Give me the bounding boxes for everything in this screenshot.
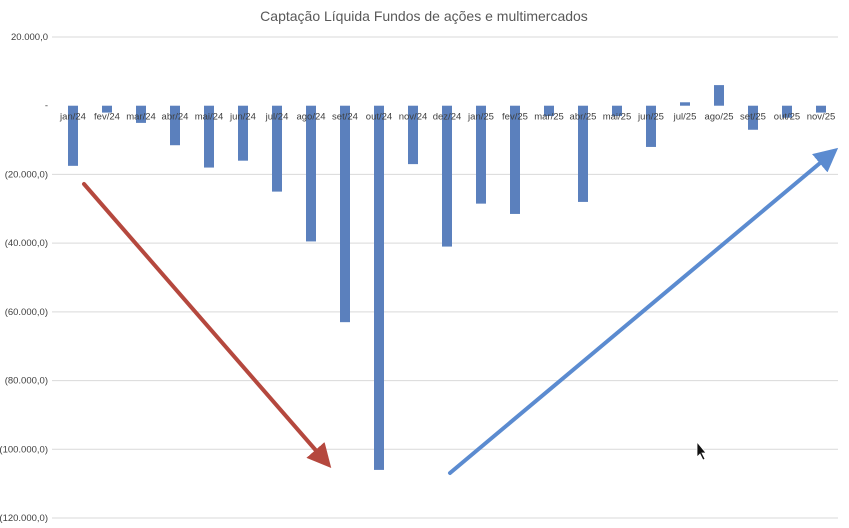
- y-tick-label: 20.000,0: [11, 32, 48, 43]
- x-tick-label: set/25: [740, 112, 766, 123]
- x-tick-label: ago/24: [296, 112, 325, 123]
- x-tick-label: out/24: [366, 112, 392, 123]
- y-tick-label: (60.000,0): [5, 307, 48, 318]
- y-tick-label: -: [45, 101, 48, 112]
- bar: [136, 105, 146, 123]
- bars: [68, 85, 826, 470]
- x-tick-label: abr/24: [162, 112, 189, 123]
- x-tick-label: jul/24: [265, 112, 289, 123]
- x-tick-label: set/24: [332, 112, 358, 123]
- y-tick-label: (120.000,0): [0, 513, 48, 524]
- x-tick-label: nov/24: [399, 112, 428, 123]
- x-tick-label: mar/25: [534, 112, 564, 123]
- bar: [646, 105, 656, 147]
- x-tick-label: abr/25: [570, 112, 597, 123]
- x-tick-label: ago/25: [704, 112, 733, 123]
- bar: [238, 105, 248, 161]
- annotations: [82, 147, 839, 475]
- x-tick-label: mar/24: [126, 112, 156, 123]
- bar: [714, 85, 724, 106]
- x-tick-label: jan/24: [59, 112, 86, 123]
- x-tick-label: out/25: [774, 112, 800, 123]
- bar: [816, 105, 826, 113]
- y-tick-label: (80.000,0): [5, 376, 48, 387]
- bar: [748, 105, 758, 130]
- x-tick-label: mai/24: [195, 112, 224, 123]
- y-tick-label: (20.000,0): [5, 169, 48, 180]
- bar: [680, 102, 690, 106]
- bar: [442, 105, 452, 247]
- y-axis: 20.000,0 - (20.000,0) (40.000,0) (60.000,0) (…: [0, 32, 48, 524]
- chart-title: Captação Líquida Fundos de ações e multi…: [260, 8, 588, 24]
- bar: [306, 105, 316, 242]
- x-tick-label: mai/25: [603, 112, 632, 123]
- bar: [68, 105, 78, 166]
- trend-arrow-down: [82, 182, 332, 469]
- bar: [272, 105, 282, 192]
- bar: [782, 105, 792, 118]
- trend-arrow-up: [448, 147, 839, 475]
- bar: [544, 105, 554, 117]
- bar: [170, 105, 180, 146]
- x-tick-label: jun/25: [637, 112, 664, 123]
- x-tick-label: jun/24: [229, 112, 256, 123]
- x-tick-label: jan/25: [467, 112, 494, 123]
- x-tick-label: fev/24: [94, 112, 120, 123]
- bar: [204, 105, 214, 168]
- bar: [476, 105, 486, 204]
- x-tick-label: fev/25: [502, 112, 528, 123]
- bar: [578, 105, 588, 202]
- bar: [340, 105, 350, 323]
- x-tick-label: nov/25: [807, 112, 836, 123]
- bar: [102, 105, 112, 113]
- x-tick-label: jul/25: [673, 112, 697, 123]
- y-tick-label: (40.000,0): [5, 238, 48, 249]
- y-tick-label: (100.000,0): [0, 444, 48, 455]
- bar: [408, 105, 418, 165]
- bar: [612, 105, 622, 117]
- bar: [510, 105, 520, 214]
- x-axis: jan/24 fev/24 mar/24 abr/24 mai/24 jun/24 jul/…: [59, 112, 835, 123]
- x-tick-label: dez/24: [433, 112, 462, 123]
- bar: [374, 105, 384, 470]
- mouse-cursor-icon: [696, 440, 707, 461]
